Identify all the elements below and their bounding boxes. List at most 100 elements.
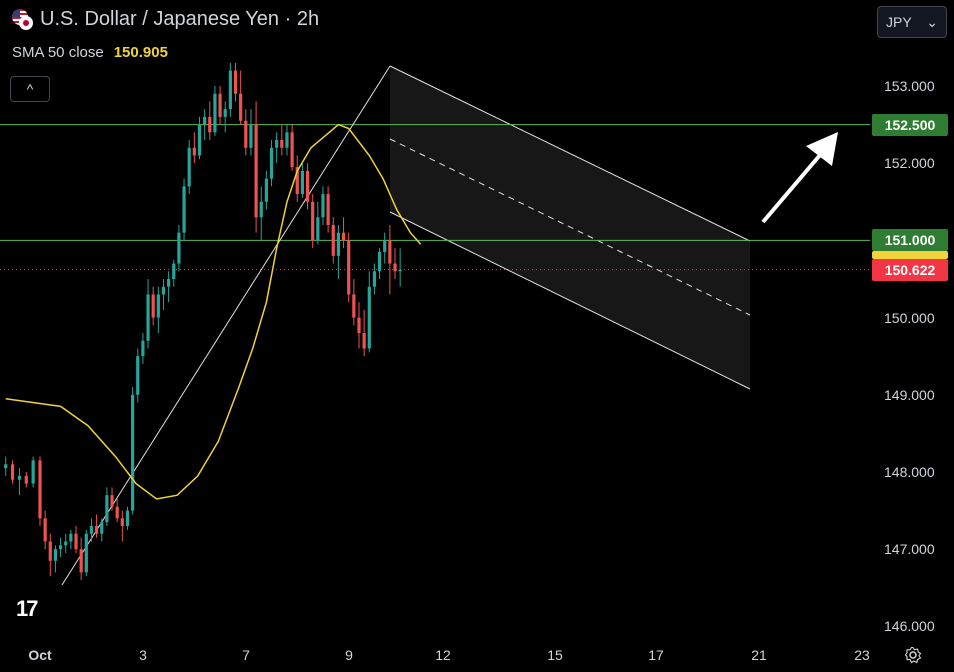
candle	[264, 170, 268, 210]
sma-price-marker	[872, 251, 948, 259]
us-jp-flag-icon	[12, 8, 34, 31]
currency-label: JPY	[886, 14, 912, 30]
candle	[156, 286, 160, 334]
symbol-header: U.S. Dollar / Japanese Yen · 2h	[12, 8, 319, 31]
currency-selector[interactable]: JPY ⌄	[877, 6, 947, 38]
candle	[115, 499, 119, 523]
candle	[347, 232, 351, 303]
time-tick-label: 21	[751, 647, 767, 663]
candle	[305, 163, 310, 210]
level-high-label: 152.500	[872, 114, 948, 136]
sma-50-line	[5, 123, 422, 500]
candle	[94, 514, 99, 538]
candle	[120, 510, 124, 542]
candles	[4, 62, 402, 581]
time-tick-label: 15	[547, 647, 563, 663]
candle	[377, 248, 382, 279]
candle	[326, 186, 330, 233]
projection-arrow	[761, 132, 838, 224]
sma-label: SMA 50 close	[12, 44, 104, 61]
candle	[357, 302, 361, 349]
candle	[367, 271, 371, 353]
candle	[24, 472, 28, 488]
candle	[372, 263, 377, 295]
candle	[105, 487, 109, 527]
price-tick-label: 153.000	[884, 78, 935, 94]
collapse-legend-button[interactable]: ^	[10, 76, 50, 102]
candle	[89, 518, 94, 542]
candle	[161, 279, 166, 310]
candle	[228, 62, 232, 117]
candle	[172, 259, 176, 287]
time-tick-label: 12	[435, 647, 451, 663]
trend-line	[61, 65, 391, 586]
candle	[4, 456, 8, 476]
candle	[182, 178, 186, 241]
candle	[244, 109, 248, 156]
candle	[131, 387, 135, 515]
candle	[316, 201, 320, 245]
candle	[74, 526, 78, 554]
regression-channel	[389, 65, 751, 390]
candle	[383, 232, 387, 264]
candle	[31, 456, 35, 488]
candle	[393, 248, 397, 279]
settings-gear-icon[interactable]	[904, 646, 922, 664]
candle	[239, 70, 243, 125]
candle	[213, 86, 217, 137]
price-tick-label: 148.000	[884, 464, 935, 480]
collapse-up-icon: ^	[26, 81, 34, 97]
candle	[64, 533, 68, 554]
candle	[151, 286, 155, 326]
candle	[311, 194, 315, 249]
price-tick-label: 147.000	[884, 541, 935, 558]
sma-legend[interactable]: SMA 50 close 150.905	[12, 44, 168, 61]
candle	[341, 217, 346, 249]
candle	[84, 529, 88, 577]
candle	[125, 506, 130, 530]
candle	[275, 132, 279, 164]
price-tick-label: 146.000	[884, 618, 935, 635]
candle	[38, 456, 42, 527]
candle	[233, 62, 238, 102]
time-tick-label: Oct	[28, 647, 52, 663]
candle	[197, 116, 202, 160]
level-low-label: 151.000	[872, 229, 948, 251]
candle	[17, 468, 22, 496]
candle	[58, 537, 63, 557]
sma-value: 150.905	[113, 44, 168, 61]
candle	[269, 140, 274, 187]
candle	[300, 163, 304, 198]
chevron-down-icon: ⌄	[926, 13, 938, 30]
candle	[398, 248, 402, 287]
candle	[254, 101, 258, 233]
candle	[280, 124, 284, 156]
current-price-label: 150.622	[872, 259, 948, 281]
candle	[187, 140, 191, 195]
candle	[141, 333, 145, 364]
candle	[100, 518, 104, 542]
candle	[79, 537, 83, 581]
time-tick-label: 3	[139, 647, 147, 663]
time-tick-label: 17	[648, 647, 664, 663]
channel-upper-line	[389, 65, 751, 242]
candle	[10, 460, 15, 484]
candle	[146, 279, 150, 349]
tradingview-logo-icon[interactable]: 17	[16, 596, 39, 621]
candle	[259, 186, 263, 241]
time-tick-label: 9	[345, 647, 353, 663]
time-tick-label: 7	[242, 647, 250, 663]
candle	[295, 155, 299, 202]
candle	[177, 224, 181, 272]
symbol-title[interactable]: U.S. Dollar / Japanese Yen · 2h	[40, 8, 320, 30]
candle	[110, 487, 114, 511]
candle	[285, 124, 289, 156]
candle	[136, 348, 140, 403]
candle	[321, 186, 325, 225]
candle	[223, 101, 227, 133]
candle	[362, 309, 366, 357]
candle	[336, 224, 341, 279]
candle	[69, 529, 73, 550]
level-lines	[0, 124, 870, 271]
